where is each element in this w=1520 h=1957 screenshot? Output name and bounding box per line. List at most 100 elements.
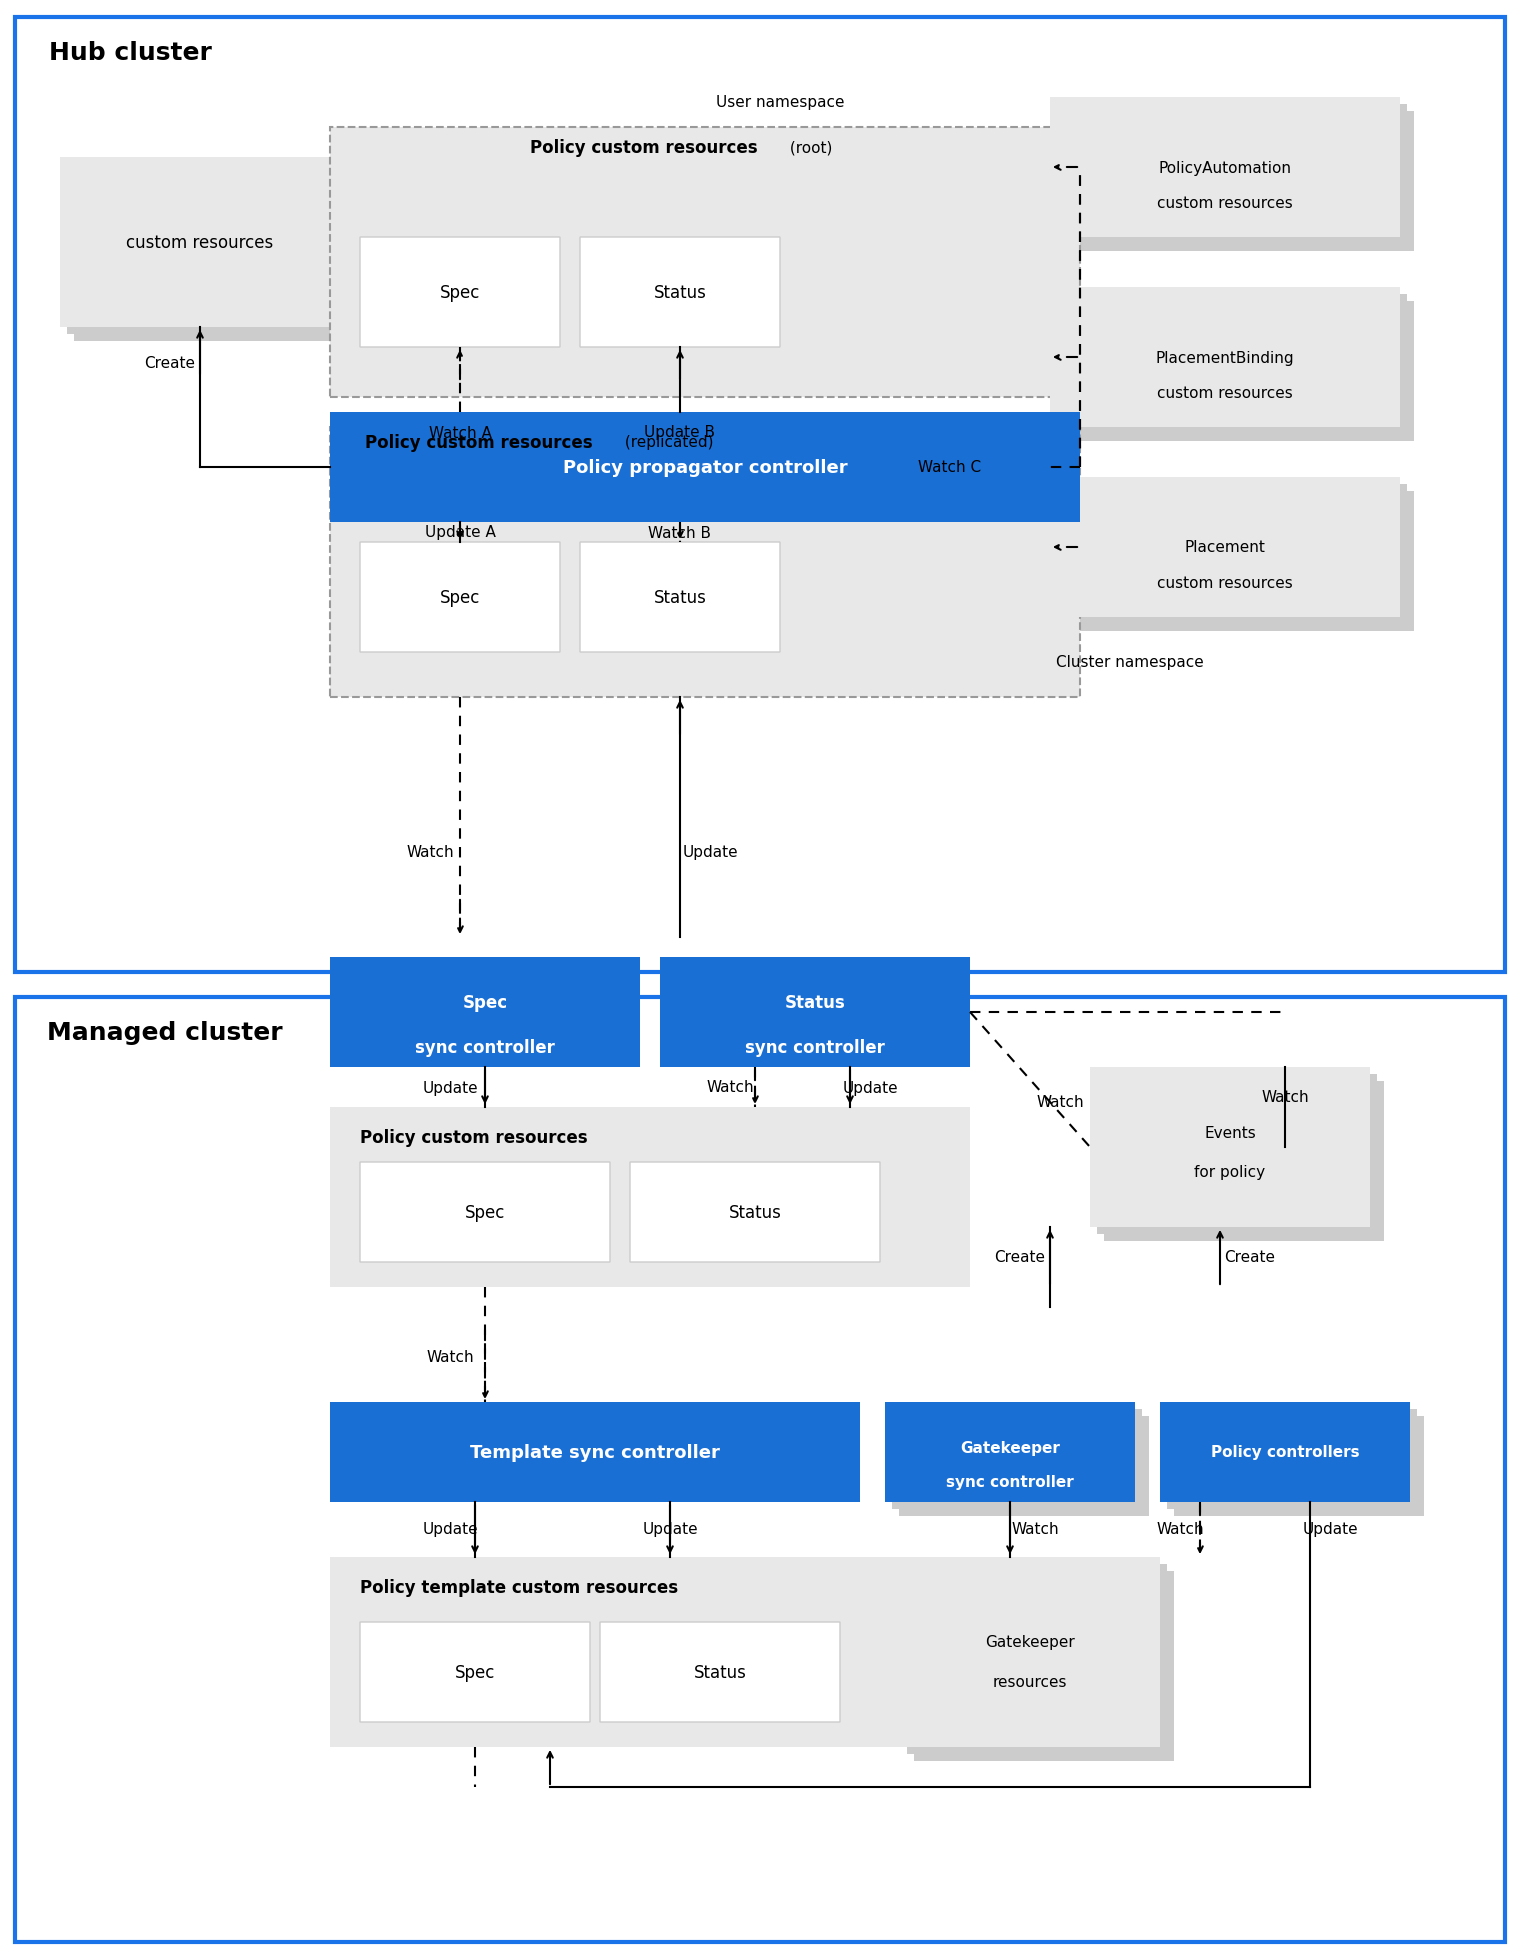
FancyBboxPatch shape — [330, 1108, 970, 1288]
Text: Update: Update — [423, 1523, 477, 1536]
FancyBboxPatch shape — [330, 1403, 860, 1503]
Text: Policy custom resources: Policy custom resources — [365, 434, 593, 452]
Text: custom resources: custom resources — [1157, 575, 1294, 591]
FancyBboxPatch shape — [900, 1558, 1160, 1748]
FancyBboxPatch shape — [1050, 478, 1400, 618]
Text: Watch: Watch — [707, 1080, 754, 1094]
FancyBboxPatch shape — [330, 1558, 970, 1748]
FancyBboxPatch shape — [330, 413, 1081, 523]
FancyBboxPatch shape — [330, 429, 1081, 697]
Text: Spec: Spec — [454, 1663, 496, 1681]
FancyBboxPatch shape — [629, 1162, 880, 1262]
Text: Gatekeeper: Gatekeeper — [985, 1634, 1075, 1650]
Text: Watch: Watch — [406, 845, 454, 859]
Text: Watch: Watch — [1262, 1090, 1309, 1106]
Text: Spec: Spec — [439, 589, 480, 607]
FancyBboxPatch shape — [1050, 98, 1400, 239]
FancyBboxPatch shape — [1167, 1409, 1417, 1509]
Text: Spec: Spec — [462, 994, 508, 1012]
FancyBboxPatch shape — [907, 1564, 1167, 1753]
Text: custom resources: custom resources — [1157, 196, 1294, 211]
Text: PlacementBinding: PlacementBinding — [1155, 350, 1295, 366]
Text: (replicated): (replicated) — [620, 434, 713, 450]
FancyBboxPatch shape — [15, 18, 1505, 973]
Text: Managed cluster: Managed cluster — [47, 1020, 283, 1045]
FancyBboxPatch shape — [360, 542, 559, 654]
FancyBboxPatch shape — [360, 1622, 590, 1722]
Text: Policy custom resources: Policy custom resources — [360, 1129, 588, 1147]
Text: sync controller: sync controller — [415, 1039, 555, 1057]
Text: for policy: for policy — [1195, 1164, 1266, 1180]
FancyBboxPatch shape — [15, 998, 1505, 1941]
FancyBboxPatch shape — [1097, 1074, 1377, 1235]
FancyBboxPatch shape — [360, 239, 559, 348]
FancyBboxPatch shape — [1090, 1067, 1370, 1227]
Text: Watch: Watch — [1037, 1094, 1084, 1110]
Text: Placement: Placement — [1184, 540, 1266, 556]
FancyBboxPatch shape — [885, 1403, 1135, 1503]
Text: Update B: Update B — [644, 425, 716, 440]
Text: Watch B: Watch B — [649, 524, 711, 540]
Text: sync controller: sync controller — [945, 1476, 1073, 1489]
Text: PolicyAutomation: PolicyAutomation — [1158, 160, 1292, 176]
FancyBboxPatch shape — [898, 1417, 1149, 1517]
FancyBboxPatch shape — [1104, 1082, 1385, 1241]
Text: Create: Create — [994, 1251, 1046, 1264]
Text: Watch: Watch — [1157, 1523, 1204, 1536]
Text: Template sync controller: Template sync controller — [470, 1442, 720, 1462]
Text: Cluster namespace: Cluster namespace — [1056, 656, 1204, 669]
Text: Watch A: Watch A — [429, 425, 491, 440]
Text: Policy propagator controller: Policy propagator controller — [562, 458, 847, 478]
FancyBboxPatch shape — [330, 127, 1081, 397]
Text: Status: Status — [654, 589, 707, 607]
FancyBboxPatch shape — [600, 1622, 841, 1722]
Text: Create: Create — [144, 356, 196, 370]
FancyBboxPatch shape — [1056, 485, 1408, 624]
Text: Status: Status — [693, 1663, 746, 1681]
Text: (root): (root) — [784, 141, 833, 155]
Text: Status: Status — [728, 1204, 781, 1221]
Text: Spec: Spec — [465, 1204, 505, 1221]
Text: Status: Status — [784, 994, 845, 1012]
Text: Policy controllers: Policy controllers — [1211, 1444, 1359, 1460]
FancyBboxPatch shape — [1064, 301, 1414, 442]
Text: Events: Events — [1204, 1125, 1256, 1139]
Text: Create: Create — [1225, 1251, 1275, 1264]
FancyBboxPatch shape — [59, 159, 340, 329]
FancyBboxPatch shape — [330, 957, 640, 1067]
FancyBboxPatch shape — [1064, 112, 1414, 252]
FancyBboxPatch shape — [914, 1571, 1173, 1761]
Text: Update: Update — [1303, 1523, 1357, 1536]
Text: resources: resources — [993, 1675, 1067, 1689]
Text: Watch C: Watch C — [918, 460, 982, 476]
Text: Policy template custom resources: Policy template custom resources — [360, 1577, 678, 1597]
FancyBboxPatch shape — [74, 172, 354, 342]
FancyBboxPatch shape — [1056, 106, 1408, 245]
FancyBboxPatch shape — [660, 957, 970, 1067]
Text: Hub cluster: Hub cluster — [49, 41, 211, 65]
Text: Update: Update — [682, 845, 737, 859]
FancyBboxPatch shape — [360, 1162, 610, 1262]
Text: Update: Update — [423, 1080, 477, 1094]
Text: Update A: Update A — [424, 524, 496, 540]
FancyBboxPatch shape — [892, 1409, 1142, 1509]
Text: Update: Update — [842, 1080, 898, 1094]
Text: Status: Status — [654, 284, 707, 301]
Text: sync controller: sync controller — [745, 1039, 885, 1057]
FancyBboxPatch shape — [1050, 288, 1400, 429]
Text: custom resources: custom resources — [126, 235, 274, 252]
Text: Gatekeeper: Gatekeeper — [961, 1440, 1059, 1454]
FancyBboxPatch shape — [1056, 296, 1408, 434]
Text: Watch: Watch — [426, 1350, 474, 1364]
FancyBboxPatch shape — [67, 164, 347, 335]
Text: custom resources: custom resources — [1157, 386, 1294, 401]
Text: Watch: Watch — [1011, 1523, 1059, 1536]
FancyBboxPatch shape — [1160, 1403, 1411, 1503]
FancyBboxPatch shape — [581, 542, 780, 654]
FancyBboxPatch shape — [1173, 1417, 1424, 1517]
Text: Spec: Spec — [439, 284, 480, 301]
Text: Update: Update — [641, 1523, 698, 1536]
Text: User namespace: User namespace — [716, 96, 844, 110]
Text: Policy custom resources: Policy custom resources — [530, 139, 757, 157]
FancyBboxPatch shape — [1064, 491, 1414, 632]
